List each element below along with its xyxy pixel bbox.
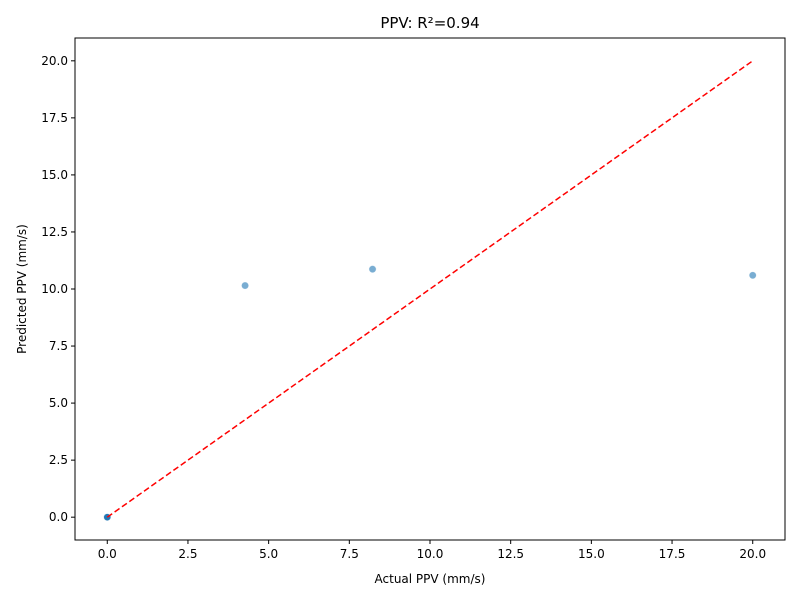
- plot-area: [103, 60, 757, 522]
- y-tick-label: 17.5: [41, 111, 68, 125]
- y-axis-label: Predicted PPV (mm/s): [15, 224, 29, 354]
- data-point: [241, 281, 249, 290]
- x-axis: 0.0 2.5 5.0 7.5 10.0 12.5 15.0 17.5 20.0: [98, 540, 766, 561]
- y-tick-label: 10.0: [41, 282, 68, 296]
- x-tick-label: 7.5: [340, 547, 359, 561]
- y-tick-label: 0.0: [49, 510, 68, 524]
- x-tick-label: 5.0: [259, 547, 278, 561]
- x-tick-label: 10.0: [417, 547, 444, 561]
- x-axis-label: Actual PPV (mm/s): [375, 572, 486, 586]
- y-tick-label: 20.0: [41, 54, 68, 68]
- x-tick-label: 0.0: [98, 547, 117, 561]
- y-tick-label: 2.5: [49, 453, 68, 467]
- x-tick-label: 2.5: [178, 547, 197, 561]
- y-tick-label: 12.5: [41, 225, 68, 239]
- x-tick-label: 15.0: [578, 547, 605, 561]
- reference-line: [106, 60, 754, 518]
- y-tick-label: 5.0: [49, 396, 68, 410]
- x-tick-label: 17.5: [659, 547, 686, 561]
- y-tick-label: 15.0: [41, 168, 68, 182]
- x-tick-label: 12.5: [497, 547, 524, 561]
- y-tick-label: 7.5: [49, 339, 68, 353]
- data-point: [748, 271, 757, 280]
- chart-title: PPV: R²=0.94: [380, 14, 479, 32]
- y-axis: 0.0 2.5 5.0 7.5 10.0 12.5 15.0 17.5 20.0: [41, 54, 75, 524]
- data-point: [368, 265, 377, 274]
- x-tick-label: 20.0: [739, 547, 766, 561]
